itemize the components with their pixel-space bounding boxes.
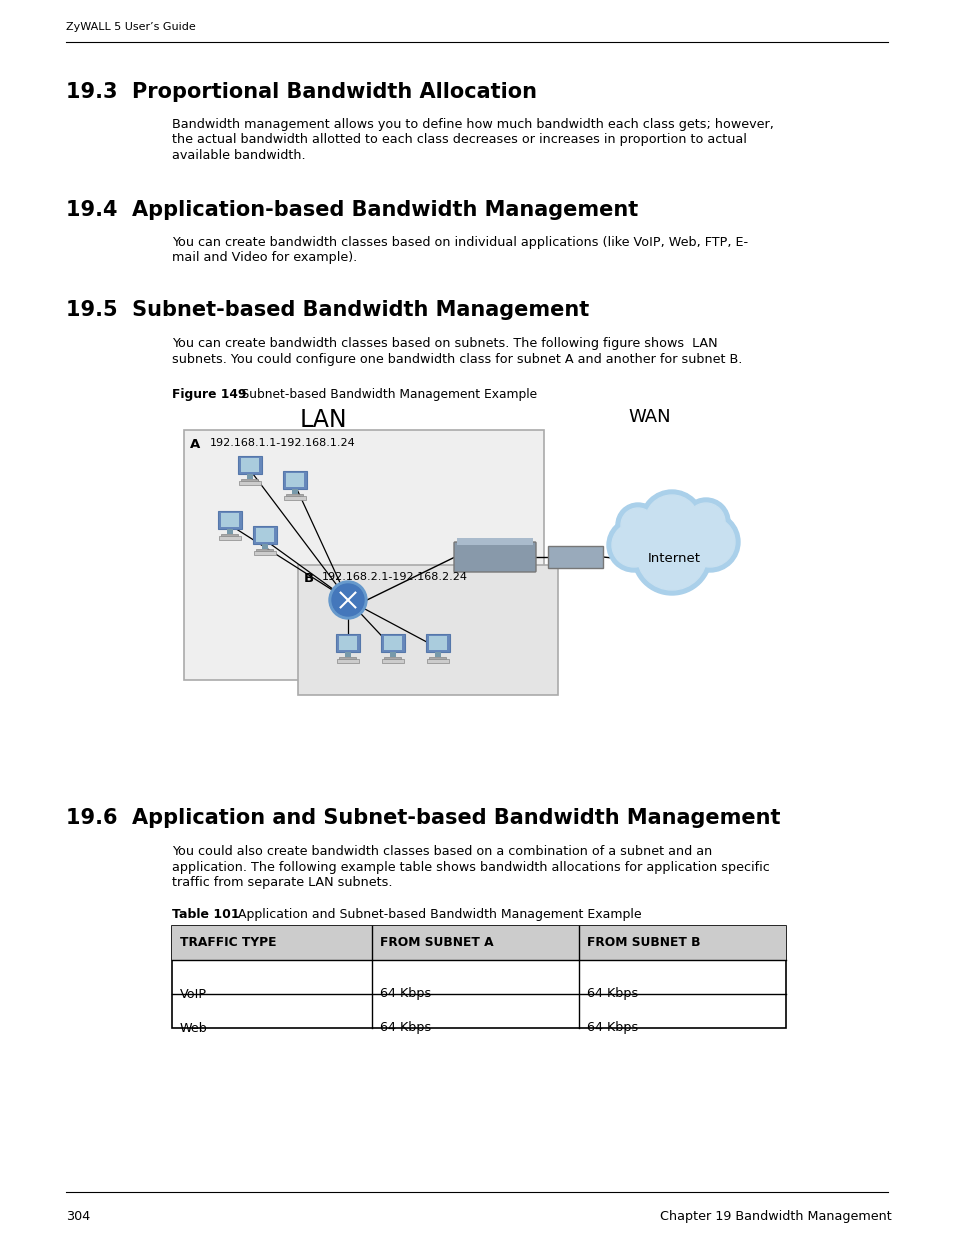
Text: application. The following example table shows bandwidth allocations for applica: application. The following example table…: [172, 861, 769, 873]
Text: A: A: [190, 438, 200, 451]
Text: B: B: [304, 572, 314, 585]
Bar: [390, 652, 395, 657]
Bar: [297, 564, 558, 695]
Bar: [381, 659, 404, 663]
Bar: [241, 478, 258, 482]
Text: You can create bandwidth classes based on subnets. The following figure shows  L: You can create bandwidth classes based o…: [172, 337, 717, 350]
Circle shape: [631, 515, 711, 595]
Circle shape: [612, 522, 656, 567]
Bar: [256, 548, 274, 551]
Text: Web: Web: [180, 1021, 208, 1035]
Text: Figure 149: Figure 149: [172, 388, 246, 401]
Text: You can create bandwidth classes based on individual applications (like VoIP, We: You can create bandwidth classes based o…: [172, 236, 747, 249]
Bar: [253, 526, 276, 545]
Text: Bandwidth management allows you to define how much bandwidth each class gets; ho: Bandwidth management allows you to defin…: [172, 119, 773, 131]
Bar: [285, 473, 304, 487]
Text: 304: 304: [66, 1210, 91, 1223]
Bar: [284, 496, 306, 500]
Bar: [240, 458, 259, 472]
Text: Internet: Internet: [647, 552, 700, 564]
Text: TRAFFIC TYPE: TRAFFIC TYPE: [180, 936, 276, 950]
Text: 192.168.2.1-192.168.2.24: 192.168.2.1-192.168.2.24: [322, 572, 468, 582]
Circle shape: [620, 508, 655, 542]
Bar: [218, 510, 242, 530]
Text: 19.5  Subnet-based Bandwidth Management: 19.5 Subnet-based Bandwidth Management: [66, 300, 589, 320]
Bar: [247, 474, 253, 478]
Bar: [172, 926, 785, 1028]
Bar: [283, 471, 307, 489]
Bar: [384, 657, 401, 659]
Bar: [456, 538, 533, 545]
Bar: [428, 636, 447, 650]
Bar: [227, 530, 233, 534]
Text: WAN: WAN: [627, 408, 670, 426]
Text: Subnet-based Bandwidth Management Example: Subnet-based Bandwidth Management Exampl…: [230, 388, 537, 401]
Bar: [172, 926, 785, 960]
Text: Chapter 19 Bandwidth Management: Chapter 19 Bandwidth Management: [659, 1210, 891, 1223]
Text: FROM SUBNET A: FROM SUBNET A: [379, 936, 493, 950]
Text: VoIP: VoIP: [180, 988, 207, 1000]
Text: 64 Kbps: 64 Kbps: [586, 1021, 638, 1035]
Bar: [219, 536, 241, 540]
Text: 64 Kbps: 64 Kbps: [379, 1021, 431, 1035]
Bar: [221, 534, 238, 536]
Text: 64 Kbps: 64 Kbps: [379, 988, 431, 1000]
Circle shape: [329, 580, 367, 619]
Bar: [293, 489, 297, 494]
Circle shape: [644, 495, 699, 550]
Circle shape: [606, 517, 660, 572]
Circle shape: [686, 503, 724, 541]
Circle shape: [616, 503, 659, 547]
Bar: [427, 659, 449, 663]
Text: available bandwidth.: available bandwidth.: [172, 149, 305, 162]
Text: 19.6  Application and Subnet-based Bandwidth Management: 19.6 Application and Subnet-based Bandwi…: [66, 808, 780, 827]
Text: You could also create bandwidth classes based on a combination of a subnet and a: You could also create bandwidth classes …: [172, 845, 712, 858]
Text: 192.168.1.1-192.168.1.24: 192.168.1.1-192.168.1.24: [210, 438, 355, 448]
Bar: [255, 529, 274, 542]
Bar: [383, 636, 402, 650]
Circle shape: [681, 498, 729, 546]
Text: 64 Kbps: 64 Kbps: [586, 988, 638, 1000]
Bar: [184, 430, 543, 680]
Text: subnets. You could configure one bandwidth class for subnet A and another for su: subnets. You could configure one bandwid…: [172, 352, 741, 366]
Text: mail and Video for example).: mail and Video for example).: [172, 252, 356, 264]
Bar: [238, 482, 261, 485]
Circle shape: [679, 513, 740, 572]
Bar: [253, 551, 275, 556]
Circle shape: [684, 517, 734, 567]
Text: traffic from separate LAN subnets.: traffic from separate LAN subnets.: [172, 876, 392, 889]
Bar: [339, 657, 356, 659]
Bar: [286, 494, 303, 496]
Bar: [345, 652, 350, 657]
Text: ZyWALL 5 User’s Guide: ZyWALL 5 User’s Guide: [66, 22, 195, 32]
Bar: [380, 634, 404, 652]
Text: FROM SUBNET B: FROM SUBNET B: [586, 936, 700, 950]
Bar: [335, 634, 359, 652]
Bar: [336, 659, 358, 663]
Bar: [426, 634, 450, 652]
Circle shape: [639, 490, 703, 555]
Circle shape: [637, 520, 706, 590]
Bar: [262, 545, 267, 548]
Text: LAN: LAN: [299, 408, 347, 432]
Bar: [547, 546, 602, 568]
Bar: [220, 513, 239, 526]
Bar: [435, 652, 440, 657]
Text: Table 101: Table 101: [172, 908, 239, 921]
Text: Application and Subnet-based Bandwidth Management Example: Application and Subnet-based Bandwidth M…: [226, 908, 641, 921]
Text: the actual bandwidth allotted to each class decreases or increases in proportion: the actual bandwidth allotted to each cl…: [172, 133, 746, 147]
Text: 19.4  Application-based Bandwidth Management: 19.4 Application-based Bandwidth Managem…: [66, 200, 638, 220]
Circle shape: [332, 584, 364, 616]
FancyBboxPatch shape: [454, 542, 536, 572]
Bar: [238, 456, 262, 474]
Bar: [429, 657, 446, 659]
Bar: [338, 636, 357, 650]
Text: 19.3  Proportional Bandwidth Allocation: 19.3 Proportional Bandwidth Allocation: [66, 82, 537, 103]
